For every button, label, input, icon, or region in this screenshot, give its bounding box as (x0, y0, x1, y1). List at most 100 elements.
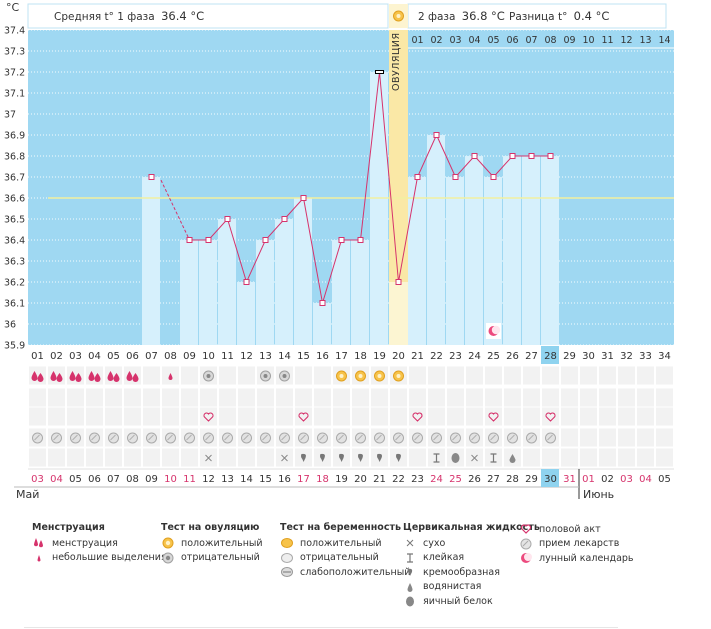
date-label: 18 (316, 474, 329, 485)
date-label: 06 (88, 474, 101, 485)
symptom-cell (238, 448, 255, 467)
y-tick-label: 37 (4, 110, 16, 121)
legend-label: небольшие выделения (52, 552, 167, 564)
pill-icon (108, 432, 119, 444)
cross-icon (205, 454, 212, 462)
heart-icon (488, 412, 499, 422)
symptom-cell (124, 448, 141, 467)
date-label: 17 (297, 474, 310, 485)
legend-menstruation: Менструация менструация небольшие выделе… (32, 522, 167, 565)
symptom-cell (143, 407, 160, 426)
symptom-cell (86, 407, 103, 426)
temperature-bar (370, 72, 388, 345)
symptom-cell (29, 366, 46, 385)
watery-icon (403, 581, 417, 593)
y-tick-label: 37.4 (4, 26, 25, 37)
symptom-cell (637, 388, 654, 407)
phase1-box (27, 3, 389, 29)
temperature-bar (256, 240, 274, 345)
pill-icon (184, 432, 195, 444)
legend-label: менструация (52, 537, 118, 549)
legend-label: водянистая (423, 581, 482, 593)
diff-label: Разница t° (509, 11, 568, 23)
y-tick-label: 35.9 (4, 341, 25, 352)
symptom-cell (599, 407, 616, 426)
pill-icon (526, 432, 537, 444)
date-label: 14 (240, 474, 253, 485)
symptom-cell (333, 388, 350, 407)
temperature-point (528, 153, 535, 159)
legend-label: половой акт (539, 523, 601, 535)
temperature-point (490, 174, 497, 180)
temperature-point (509, 153, 516, 159)
symptom-cell (67, 366, 84, 385)
symptom-cell (523, 388, 540, 407)
symptom-cell (409, 388, 426, 407)
cycle-day-label: 30 (582, 351, 595, 362)
date-label: 05 (658, 474, 671, 485)
temperature-bar (199, 240, 217, 345)
symptom-cell (428, 388, 445, 407)
symptom-cell (618, 428, 635, 447)
sticky-icon (490, 453, 497, 463)
symptom-cell (86, 388, 103, 407)
y-tick-label: 36.9 (4, 131, 25, 142)
symptom-cell (542, 448, 559, 467)
cycle-day-label: 06 (126, 351, 139, 362)
symptom-cell (485, 407, 502, 426)
symptom-cell (523, 366, 540, 385)
legend-item: яичный белок (403, 594, 540, 609)
symptom-cell (162, 448, 179, 467)
symptom-cell (295, 366, 312, 385)
symptom-cell (124, 366, 141, 385)
legend-item: половой акт (519, 522, 634, 537)
date-label: 05 (69, 474, 82, 485)
temperature-bar (465, 156, 483, 345)
pill-icon (70, 432, 81, 444)
cycle-day-label: 22 (430, 351, 443, 362)
cycle-day-label: 25 (487, 351, 500, 362)
temperature-bar (503, 156, 521, 345)
symptom-cell (561, 366, 578, 385)
y-tick-label: 36.1 (4, 299, 25, 310)
heart-icon (412, 412, 423, 422)
pill-icon (469, 432, 480, 444)
sticky-icon (403, 552, 417, 564)
legend-label: положительный (300, 537, 382, 549)
y-tick-label: 37.2 (4, 68, 25, 79)
date-label: 25 (449, 474, 462, 485)
symptom-cell (428, 407, 445, 426)
cycle-day-label: 11 (221, 351, 234, 362)
luteal-day-label: 07 (525, 35, 537, 46)
cycle-day-label: 24 (468, 351, 481, 362)
pill-icon (241, 432, 252, 444)
luteal-day-label: 08 (544, 35, 556, 46)
date-label: 04 (639, 474, 652, 485)
pill-icon (507, 432, 518, 444)
cycle-day-label: 02 (50, 351, 63, 362)
creamy-icon (403, 566, 417, 578)
symptom-cell (352, 388, 369, 407)
temperature-bar (427, 135, 445, 345)
date-label: 15 (259, 474, 272, 485)
symptom-cell (48, 448, 65, 467)
symptom-cell (371, 388, 388, 407)
heart-icon (298, 412, 309, 422)
symptom-cell (314, 407, 331, 426)
date-label: 08 (126, 474, 139, 485)
pill-icon (519, 538, 533, 550)
negative-circle-icon (161, 552, 175, 564)
symptom-cell (257, 448, 274, 467)
positive-oval-icon (280, 537, 294, 549)
heavy-drops-icon (32, 537, 46, 549)
legend-item: положительный (161, 536, 263, 551)
symptom-cell (67, 407, 84, 426)
cycle-day-label: 34 (658, 351, 671, 362)
symptom-cell (200, 407, 217, 426)
ovulation-band (389, 30, 408, 345)
pill-icon (545, 432, 556, 444)
diff-value: 0.4 °C (573, 9, 610, 23)
legend-item: отрицательный (280, 551, 410, 566)
cycle-day-label: 23 (449, 351, 462, 362)
symptom-cell (409, 448, 426, 467)
